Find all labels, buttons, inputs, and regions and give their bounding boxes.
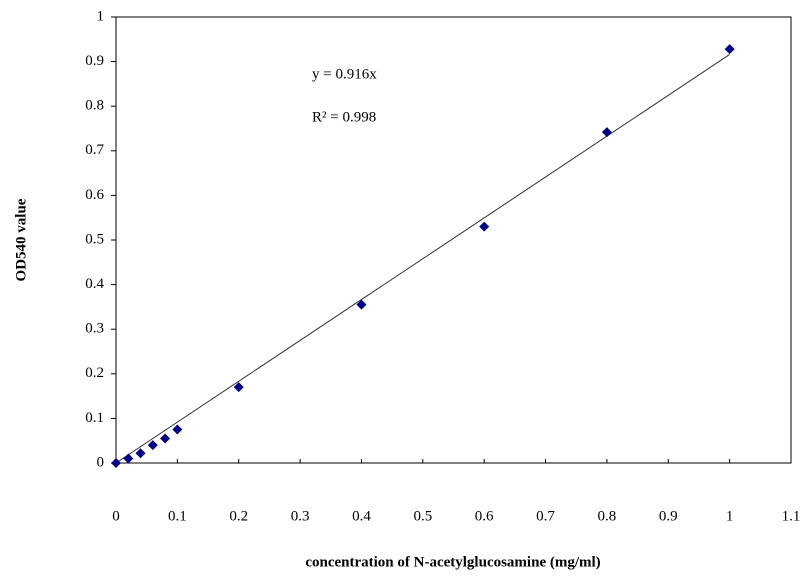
data-point (356, 299, 367, 310)
x-axis-title: concentration of N-acetylglucosamine (mg… (305, 554, 600, 570)
data-point (233, 382, 244, 393)
data-point (123, 453, 134, 464)
x-tick-label: 0.3 (291, 508, 310, 524)
y-axis-title: OD540 value (13, 198, 29, 281)
data-point (601, 127, 612, 138)
x-tick-label: 0.4 (352, 508, 371, 524)
r-squared-annotation: R² = 0.998 (312, 109, 376, 125)
x-tick-label: 0.8 (598, 508, 617, 524)
x-tick-label: 0 (112, 508, 120, 524)
y-tick-label: 0.6 (85, 187, 104, 203)
equation-annotation: y = 0.916x (312, 66, 377, 82)
data-point (479, 221, 490, 232)
data-point (111, 458, 121, 468)
y-tick-label: 0.4 (85, 276, 104, 292)
y-tick-label: 0 (97, 454, 105, 470)
y-tick-label: 0.8 (85, 98, 104, 114)
y-tick-label: 0.3 (85, 321, 104, 337)
x-tick-label: 0.2 (229, 508, 248, 524)
data-point (135, 448, 146, 459)
y-tick-label: 0.9 (85, 53, 104, 69)
x-tick-label: 0.7 (536, 508, 555, 524)
x-tick-label: 1 (726, 508, 734, 524)
x-tick-label: 1.1 (782, 508, 801, 524)
y-tick-label: 0.2 (85, 365, 104, 381)
data-point (160, 433, 171, 444)
x-tick-label: 0.5 (413, 508, 432, 524)
trendline (115, 54, 730, 464)
y-tick-label: 1 (97, 8, 105, 24)
y-tick-label: 0.7 (85, 142, 104, 158)
data-point (172, 424, 183, 435)
y-tick-label: 0.1 (85, 410, 104, 426)
data-point (724, 44, 735, 55)
data-point (147, 440, 158, 451)
y-tick-label: 0.5 (85, 231, 104, 247)
x-tick-label: 0.9 (659, 508, 678, 524)
x-tick-label: 0.1 (168, 508, 187, 524)
x-tick-label: 0.6 (475, 508, 494, 524)
